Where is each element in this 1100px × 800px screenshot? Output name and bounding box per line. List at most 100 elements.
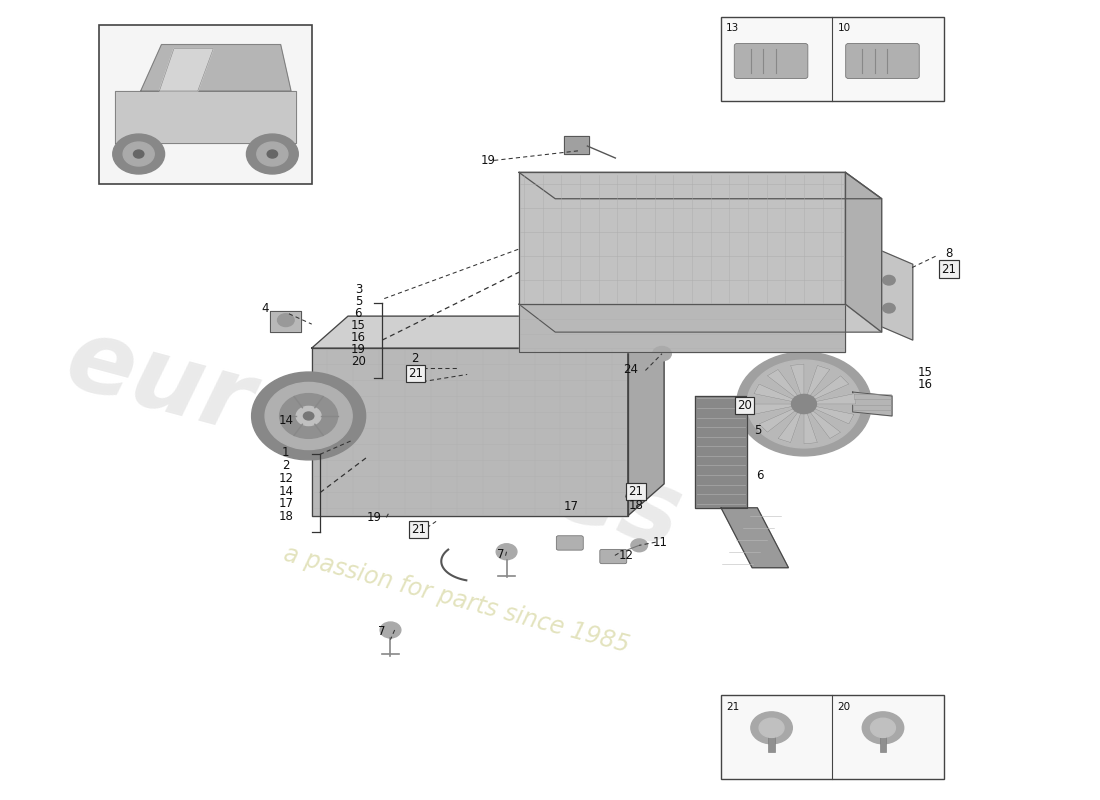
Circle shape	[631, 539, 648, 552]
Bar	[880, 734, 887, 752]
Text: 8: 8	[945, 246, 953, 259]
Polygon shape	[811, 410, 840, 438]
Circle shape	[252, 372, 365, 460]
Text: 13: 13	[726, 23, 739, 33]
Text: 14: 14	[278, 414, 294, 427]
Text: 15: 15	[917, 366, 933, 378]
Circle shape	[870, 718, 895, 738]
Circle shape	[279, 394, 338, 438]
Polygon shape	[752, 404, 792, 414]
Text: 21: 21	[726, 702, 739, 712]
Text: a passion for parts since 1985: a passion for parts since 1985	[282, 542, 632, 658]
Polygon shape	[141, 45, 292, 91]
Circle shape	[296, 406, 321, 426]
Text: 19: 19	[366, 511, 382, 524]
Circle shape	[747, 360, 861, 448]
Text: 10: 10	[837, 23, 850, 33]
Bar	[722, 695, 944, 779]
Bar	[769, 734, 774, 752]
Polygon shape	[563, 137, 590, 154]
Polygon shape	[722, 508, 789, 568]
Text: 17: 17	[278, 498, 294, 510]
Polygon shape	[695, 396, 747, 508]
Polygon shape	[816, 394, 856, 404]
Text: 5: 5	[754, 424, 761, 437]
Text: 21: 21	[408, 367, 422, 380]
Text: 15: 15	[351, 319, 366, 332]
Circle shape	[882, 303, 895, 313]
Polygon shape	[311, 348, 628, 516]
Bar	[99, 25, 311, 184]
Polygon shape	[846, 172, 882, 332]
Circle shape	[267, 150, 277, 158]
Text: 21: 21	[628, 486, 643, 498]
Polygon shape	[160, 49, 213, 91]
Text: 19: 19	[351, 343, 366, 356]
Text: 5: 5	[354, 295, 362, 308]
Text: 20: 20	[837, 702, 850, 712]
Circle shape	[277, 314, 294, 326]
Polygon shape	[114, 91, 296, 143]
FancyBboxPatch shape	[557, 536, 583, 550]
Circle shape	[652, 346, 671, 361]
Polygon shape	[519, 304, 846, 352]
Circle shape	[751, 712, 792, 744]
Circle shape	[133, 150, 144, 158]
Polygon shape	[628, 316, 664, 516]
Text: eurospares: eurospares	[56, 311, 692, 569]
Circle shape	[304, 412, 313, 420]
Text: 12: 12	[618, 550, 634, 562]
Circle shape	[123, 142, 154, 166]
Text: 7: 7	[496, 548, 504, 561]
Text: 24: 24	[624, 363, 638, 376]
Polygon shape	[813, 376, 849, 399]
Text: 17: 17	[563, 500, 579, 513]
FancyBboxPatch shape	[846, 43, 920, 78]
Circle shape	[862, 712, 904, 744]
Text: 3: 3	[354, 283, 362, 296]
Text: 19: 19	[481, 154, 495, 167]
Text: 6: 6	[756, 470, 763, 482]
Polygon shape	[866, 244, 913, 340]
Text: 18: 18	[278, 510, 294, 523]
FancyBboxPatch shape	[735, 43, 807, 78]
Circle shape	[882, 275, 895, 285]
Polygon shape	[807, 366, 829, 396]
Text: 21: 21	[411, 523, 426, 536]
Text: 4: 4	[262, 302, 268, 314]
Text: 6: 6	[354, 307, 362, 320]
Polygon shape	[815, 406, 854, 424]
Text: 16: 16	[917, 378, 933, 390]
Text: 1: 1	[282, 446, 289, 459]
Polygon shape	[519, 172, 846, 304]
Text: 2: 2	[282, 459, 289, 472]
Text: 11: 11	[652, 536, 668, 549]
Polygon shape	[768, 370, 798, 398]
Polygon shape	[271, 310, 301, 332]
Text: 21: 21	[942, 262, 957, 275]
Text: 14: 14	[278, 485, 294, 498]
Circle shape	[759, 718, 784, 738]
Circle shape	[737, 352, 871, 456]
Text: 12: 12	[278, 472, 294, 485]
Text: 16: 16	[351, 331, 366, 344]
Circle shape	[792, 394, 816, 414]
Circle shape	[256, 142, 288, 166]
Text: 7: 7	[378, 625, 386, 638]
Circle shape	[265, 382, 352, 450]
Circle shape	[113, 134, 165, 174]
Circle shape	[381, 622, 400, 638]
Polygon shape	[852, 392, 892, 416]
Polygon shape	[311, 316, 664, 348]
Circle shape	[246, 134, 298, 174]
Bar	[722, 17, 944, 101]
Text: 20: 20	[737, 399, 752, 412]
Polygon shape	[778, 412, 801, 442]
Polygon shape	[519, 304, 882, 332]
FancyBboxPatch shape	[600, 550, 627, 564]
Text: 18: 18	[629, 499, 644, 512]
Polygon shape	[519, 172, 882, 198]
Circle shape	[496, 544, 517, 560]
Text: 2: 2	[411, 352, 419, 365]
Text: 20: 20	[351, 355, 366, 368]
